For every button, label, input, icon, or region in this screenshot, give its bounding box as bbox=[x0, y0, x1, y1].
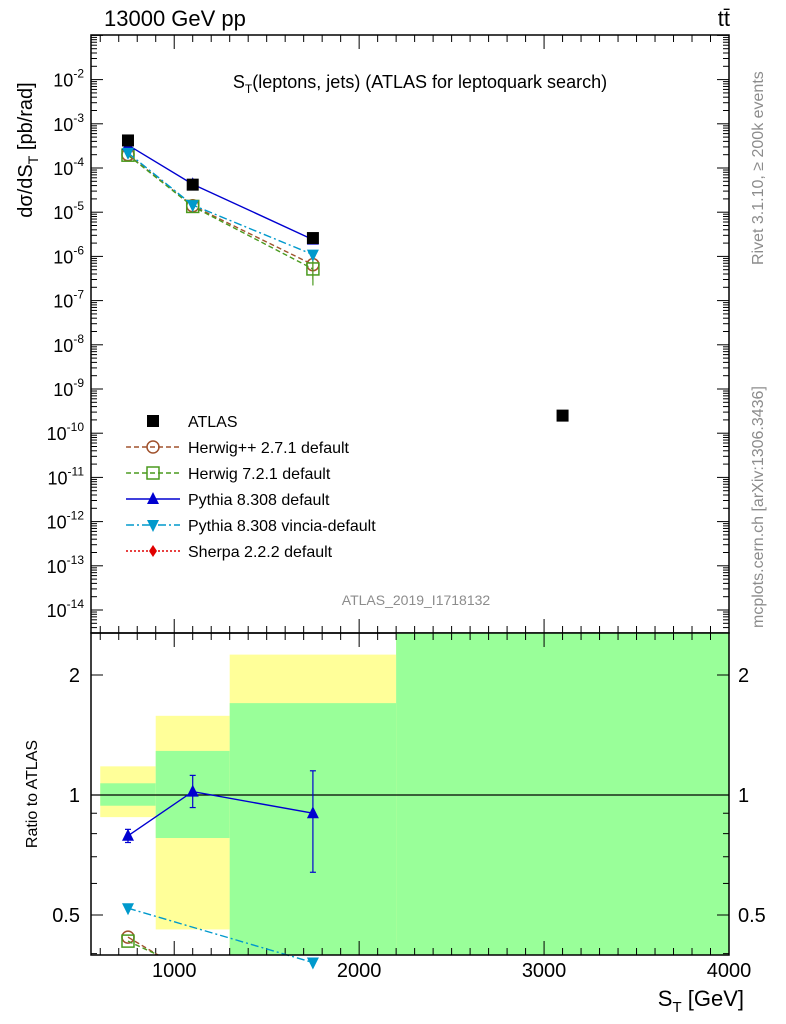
x-tick-label: 2000 bbox=[337, 960, 382, 982]
x-tick-label: 3000 bbox=[522, 960, 567, 982]
legend: ATLAS Herwig++ 2.7.1 default Herwig 7.2.1 … bbox=[126, 414, 376, 561]
y-tick-label: 10-2 bbox=[53, 67, 84, 91]
y-tick-label: 10-8 bbox=[53, 332, 84, 356]
ratio-line-3 bbox=[127, 940, 159, 956]
ratio-point-0 bbox=[186, 784, 199, 797]
atlas-data-point bbox=[121, 134, 134, 147]
legend-label: Herwig 7.2.1 default bbox=[188, 466, 331, 483]
x-axis-label: ST [GeV] bbox=[658, 986, 744, 1016]
x-tick-label: 1000 bbox=[152, 960, 197, 982]
series-point-3 bbox=[121, 147, 134, 160]
energy-label: 13000 GeV pp bbox=[104, 6, 246, 31]
ratio-y-tick-label-right: 0.5 bbox=[738, 905, 766, 927]
atlas-data-point bbox=[556, 409, 569, 422]
ratio-line-2 bbox=[127, 936, 159, 956]
ratio-panel: 0.5 0.5 1 1 2 2 1000 2000 3000 4000 Ratio to ATLA… bbox=[24, 632, 766, 1016]
y-tick-label: 10-7 bbox=[53, 288, 84, 312]
ratio-y-axis-label: Ratio to ATLAS bbox=[24, 740, 41, 848]
main-frame bbox=[90, 34, 730, 634]
y-tick-label: 10-4 bbox=[53, 155, 84, 179]
x-tick-label: 4000 bbox=[707, 960, 752, 982]
legend-marker bbox=[146, 466, 160, 480]
ratio-frame bbox=[90, 632, 730, 956]
legend-marker bbox=[147, 492, 159, 504]
legend-label: Herwig++ 2.7.1 default bbox=[188, 440, 350, 457]
ratio-y-tick-label: 2 bbox=[69, 665, 80, 687]
legend-label: Pythia 8.308 default bbox=[188, 492, 330, 509]
y-tick-label: 10-3 bbox=[53, 111, 84, 135]
mcplots-label: mcplots.cern.ch [arXiv:1306.3436] bbox=[750, 386, 767, 628]
y-tick-label: 10-11 bbox=[48, 464, 85, 488]
main-y-axis-label: dσ/dST [pb/rad] bbox=[15, 82, 41, 217]
ratio-line-1 bbox=[127, 907, 314, 964]
legend-marker bbox=[147, 520, 159, 532]
analysis-watermark: ATLAS_2019_I1718132 bbox=[342, 592, 491, 608]
legend-marker bbox=[146, 440, 160, 454]
y-tick-label: 10-10 bbox=[47, 420, 85, 444]
legend-label: Pythia 8.308 vincia-default bbox=[188, 518, 376, 535]
legend-marker bbox=[149, 545, 157, 557]
y-tick-label: 10-9 bbox=[53, 376, 84, 400]
legend-label: ATLAS bbox=[188, 414, 238, 431]
main-panel: ST(leptons, jets) (ATLAS for leptoquark … bbox=[15, 34, 730, 634]
legend-marker bbox=[147, 415, 159, 427]
ratio-band-green bbox=[396, 633, 729, 955]
y-tick-label: 10-5 bbox=[53, 199, 84, 223]
atlas-data-point bbox=[186, 178, 199, 191]
ratio-y-tick-label-right: 1 bbox=[738, 785, 749, 807]
y-tick-label: 10-13 bbox=[47, 553, 85, 577]
series-point-1 bbox=[306, 262, 320, 276]
y-tick-label: 10-12 bbox=[47, 509, 85, 533]
ratio-point-1 bbox=[306, 957, 319, 970]
legend-label: Sherpa 2.2.2 default bbox=[188, 544, 333, 561]
ratio-y-tick-label-right: 2 bbox=[738, 665, 749, 687]
process-label: tt̄ bbox=[718, 6, 730, 31]
rivet-label: Rivet 3.1.10, ≥ 200k events bbox=[750, 71, 767, 265]
series-point-3 bbox=[186, 200, 199, 213]
series-point-3 bbox=[306, 249, 319, 262]
series-line-1 bbox=[127, 154, 314, 270]
series-line-0 bbox=[127, 154, 314, 266]
ratio-point-3 bbox=[121, 934, 135, 948]
y-tick-label: 10-6 bbox=[53, 243, 84, 267]
atlas-data-point bbox=[306, 232, 319, 245]
y-tick-label: 10-14 bbox=[47, 597, 85, 621]
ratio-y-tick-label: 0.5 bbox=[52, 905, 80, 927]
main-title: ST(leptons, jets) (ATLAS for leptoquark … bbox=[233, 72, 607, 96]
ratio-point-0 bbox=[306, 806, 319, 819]
series-line-2 bbox=[127, 144, 314, 241]
ratio-point-1 bbox=[121, 903, 134, 916]
ratio-point-0 bbox=[121, 828, 134, 841]
series-line-3 bbox=[127, 152, 314, 256]
ratio-y-tick-label: 1 bbox=[69, 785, 80, 807]
